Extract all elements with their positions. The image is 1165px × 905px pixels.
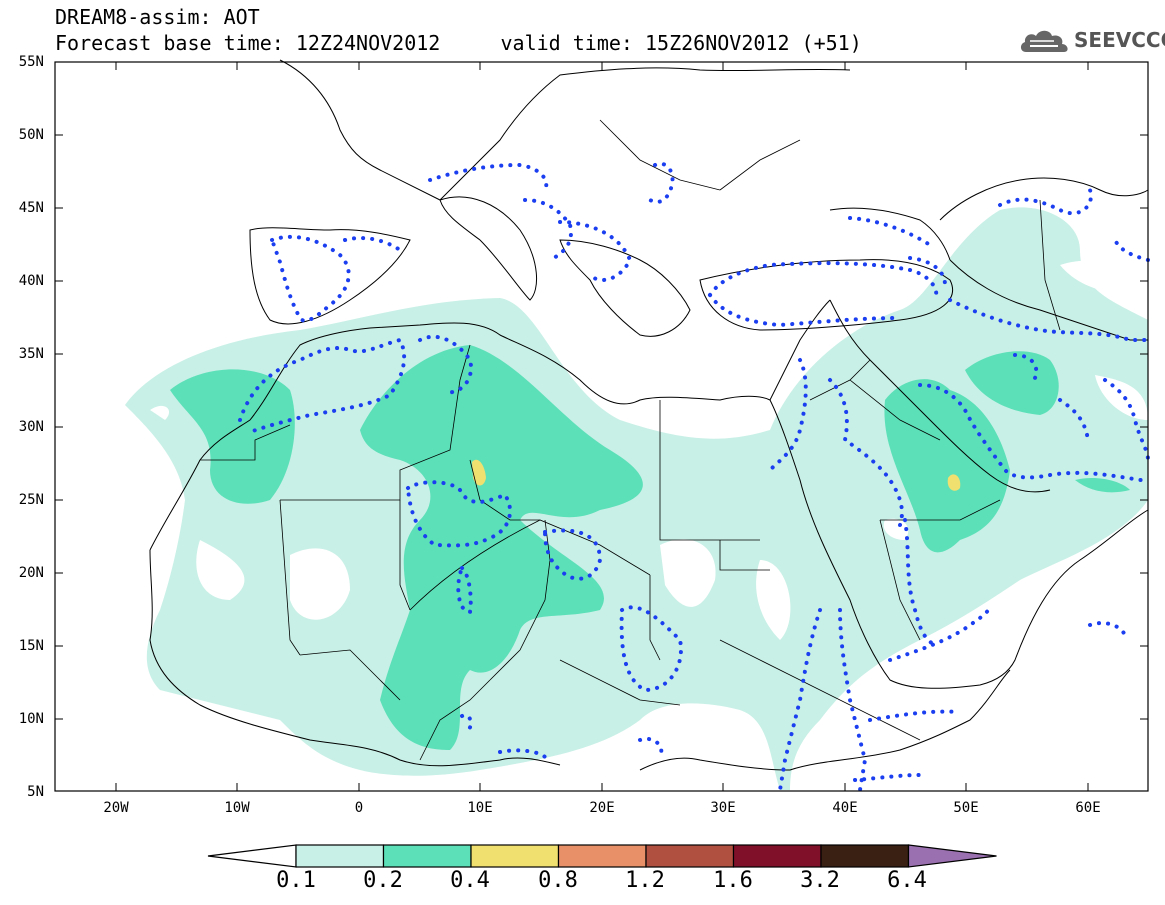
lat-label: 10N [18, 711, 44, 727]
forecast-time-line: Forecast base time: 12Z24NOV2012 valid t… [55, 31, 862, 55]
lon-label: 10E [467, 800, 493, 816]
colorbar-label: 3.2 [800, 868, 840, 893]
cloud-icon [1020, 30, 1068, 52]
aot-contour-0.4 [472, 459, 961, 491]
seevccc-logo: SEEVCCC [1018, 22, 1165, 62]
colorbar-label: 1.6 [713, 868, 753, 893]
lon-label: 30E [710, 800, 736, 816]
aot-contour-0.2 [170, 345, 1130, 750]
lat-label: 45N [18, 200, 44, 216]
map-title: DREAM8-assim: AOT [55, 5, 260, 29]
aot-contour-0.1 [125, 207, 1148, 791]
lat-label: 55N [18, 54, 44, 70]
lon-label: 60E [1075, 800, 1101, 816]
colorbar-label: 6.4 [887, 868, 927, 893]
lon-ticks [115, 62, 1089, 791]
lon-label: 40E [832, 800, 858, 816]
observed-aot-dotted-contours [238, 161, 1150, 792]
colorbar-label: 1.2 [625, 868, 665, 893]
aot-below-threshold [150, 260, 1148, 640]
logo-text: SEEVCCC [1074, 28, 1165, 52]
lat-label: 5N [27, 784, 44, 800]
colorbar-label: 0.8 [538, 868, 578, 893]
colorbar-label: 0.2 [363, 868, 403, 893]
lon-label: 50E [953, 800, 979, 816]
lat-label: 30N [18, 419, 44, 435]
lat-ticks [55, 61, 1148, 720]
lon-label: 20W [103, 800, 129, 816]
lon-label: 10W [224, 800, 250, 816]
lat-label: 15N [18, 638, 44, 654]
lon-label: 20E [589, 800, 615, 816]
lon-label: 0 [354, 800, 364, 816]
lat-label: 20N [18, 565, 44, 581]
country-borders [200, 119, 1061, 761]
colorbar-label: 0.4 [450, 868, 490, 893]
coastlines [149, 59, 1149, 771]
lat-label: 35N [18, 346, 44, 362]
lat-label: 25N [18, 492, 44, 508]
lat-label: 40N [18, 273, 44, 289]
lat-label: 50N [18, 127, 44, 143]
colorbar-label: 0.1 [276, 868, 316, 893]
